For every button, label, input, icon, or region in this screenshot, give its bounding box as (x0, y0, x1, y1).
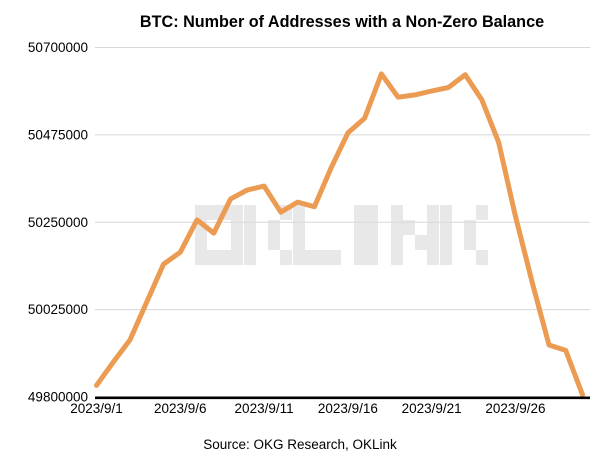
y-tick-label: 50700000 (28, 40, 88, 55)
y-tick-label: 50025000 (28, 302, 88, 317)
x-tick-label: 2023/9/6 (154, 401, 207, 416)
x-tick-label: 2023/9/16 (318, 401, 378, 416)
x-tick-label: 2023/9/26 (485, 401, 545, 416)
y-axis-tick-labels: 49800000 50025000 50250000 50475000 50700000 (28, 40, 88, 405)
gridlines (95, 47, 590, 311)
y-tick-label: 49800000 (28, 390, 88, 405)
x-tick-label: 2023/9/1 (70, 401, 123, 416)
chart-title: BTC: Number of Addresses with a Non-Zero… (140, 13, 544, 31)
y-tick-label: 50250000 (28, 215, 88, 230)
x-tick-label: 2023/9/21 (402, 401, 462, 416)
data-line-btc-addresses (94, 71, 585, 398)
x-tick-label: 2023/9/11 (235, 401, 294, 416)
x-axis-tick-labels: 2023/9/1 2023/9/6 2023/9/11 2023/9/16 2023/9… (70, 401, 545, 416)
y-tick-label: 50475000 (28, 127, 88, 142)
source-caption: Source: OKG Research, OKLink (203, 437, 397, 452)
oklink-watermark (195, 205, 488, 265)
